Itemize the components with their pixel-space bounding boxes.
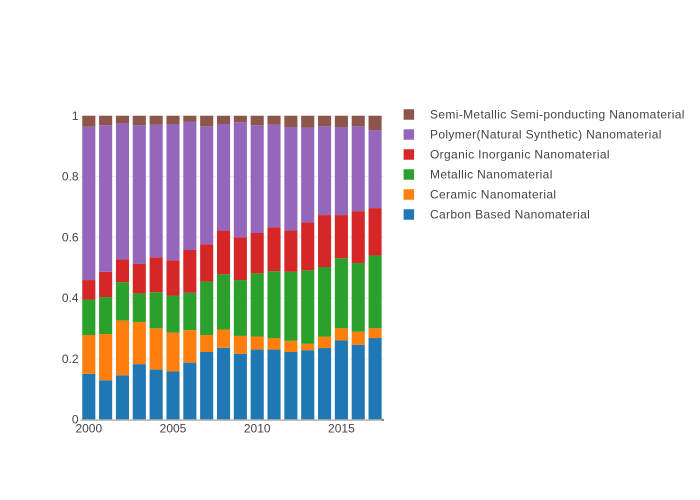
svg-text:Polymer(Natural Synthetic) Nan: Polymer(Natural Synthetic) Nanomaterial bbox=[430, 128, 662, 142]
svg-text:Carbon Based Nanomaterial: Carbon Based Nanomaterial bbox=[430, 208, 590, 222]
svg-text:Organic Inorganic Nanomaterial: Organic Inorganic Nanomaterial bbox=[430, 148, 610, 162]
svg-text:0.8: 0.8 bbox=[62, 170, 79, 184]
svg-text:Ceramic Nanomaterial: Ceramic Nanomaterial bbox=[430, 188, 556, 202]
svg-text:1: 1 bbox=[72, 109, 79, 123]
svg-text:2015: 2015 bbox=[328, 422, 355, 436]
svg-text:Semi-Metallic Semi-ponducting: Semi-Metallic Semi-ponducting Nanomateri… bbox=[430, 108, 685, 122]
svg-text:0: 0 bbox=[72, 413, 79, 427]
svg-text:2000: 2000 bbox=[75, 422, 102, 436]
svg-text:0.2: 0.2 bbox=[62, 352, 79, 366]
svg-text:0.6: 0.6 bbox=[62, 230, 79, 244]
svg-text:2005: 2005 bbox=[160, 422, 187, 436]
svg-text:Metallic Nanomaterial: Metallic Nanomaterial bbox=[430, 168, 553, 182]
svg-text:2010: 2010 bbox=[244, 422, 271, 436]
svg-text:0.4: 0.4 bbox=[62, 291, 79, 305]
